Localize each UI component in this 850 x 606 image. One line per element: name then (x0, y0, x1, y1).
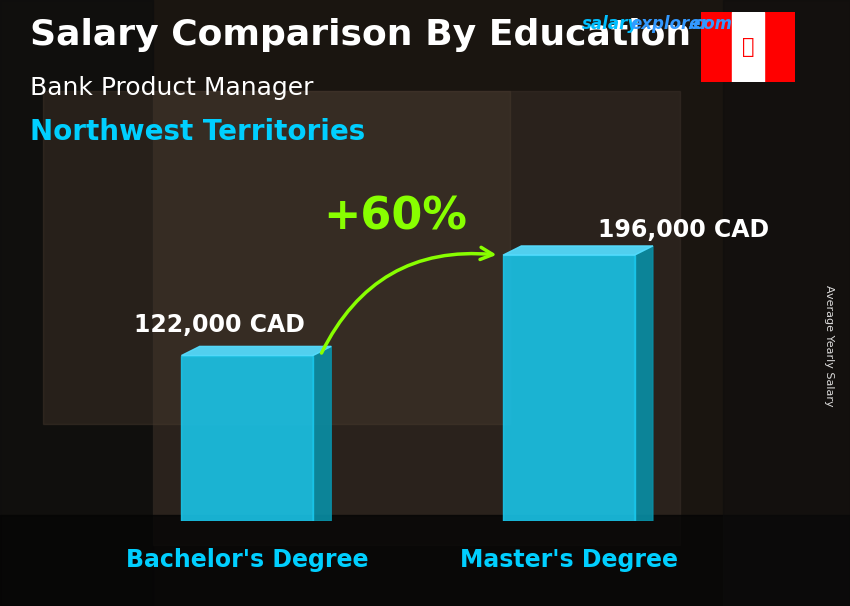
Text: explorer: explorer (631, 15, 710, 33)
Bar (763, 12, 795, 82)
Bar (722, 0, 850, 606)
Polygon shape (181, 356, 313, 521)
Text: Bachelor's Degree: Bachelor's Degree (126, 548, 368, 572)
Text: 122,000 CAD: 122,000 CAD (133, 313, 305, 336)
Text: salary: salary (582, 15, 639, 33)
Polygon shape (503, 255, 635, 521)
Text: +60%: +60% (323, 196, 468, 239)
Text: .com: .com (687, 15, 732, 33)
Bar (701, 12, 733, 82)
Text: Bank Product Manager: Bank Product Manager (30, 76, 314, 100)
Text: 🍁: 🍁 (742, 37, 754, 57)
Polygon shape (635, 246, 653, 521)
Text: Average Yearly Salary: Average Yearly Salary (824, 285, 834, 406)
Bar (0, 0, 153, 606)
Text: Northwest Territories: Northwest Territories (30, 118, 365, 146)
Text: Salary Comparison By Education: Salary Comparison By Education (30, 18, 691, 52)
Bar (0, 515, 850, 606)
Polygon shape (181, 347, 332, 356)
Bar (733, 12, 763, 82)
Text: 196,000 CAD: 196,000 CAD (598, 218, 769, 242)
Polygon shape (503, 246, 653, 255)
Polygon shape (313, 347, 332, 521)
Bar (153, 91, 680, 545)
Text: Master's Degree: Master's Degree (460, 548, 677, 572)
Bar (42, 91, 510, 424)
